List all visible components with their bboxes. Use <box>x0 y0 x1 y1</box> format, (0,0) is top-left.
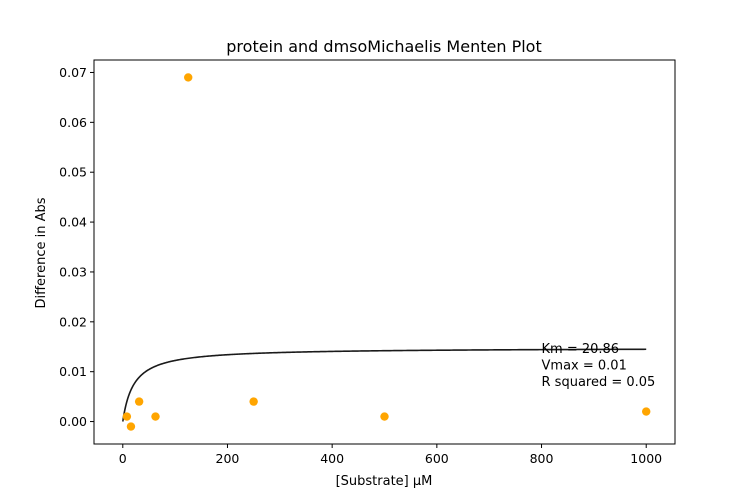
data-point <box>122 412 132 421</box>
fit-annotation-line: Vmax = 0.01 <box>542 359 627 374</box>
x-tick-label: 600 <box>425 451 449 466</box>
fit-annotation-line: Km = 20.86 <box>542 342 620 357</box>
data-point <box>134 397 144 406</box>
y-tick-label: 0.02 <box>59 314 87 329</box>
x-tick-label: 0 <box>119 451 127 466</box>
plot-area: 0 200 400 600 800 1000 0.00 0.01 0.02 0.03 0.04 0.0… <box>59 59 676 466</box>
x-tick-label: 200 <box>216 451 240 466</box>
y-axis-label: Difference in Abs <box>34 197 49 308</box>
chart-title: protein and dmsoMichaelis Menten Plot <box>226 37 541 56</box>
x-tick-label: 400 <box>320 451 344 466</box>
data-point <box>126 422 136 431</box>
data-point <box>151 412 160 421</box>
data-point <box>184 73 193 82</box>
data-point <box>380 412 389 421</box>
plot-frame <box>93 59 676 445</box>
y-tick-label: 0.01 <box>59 364 87 379</box>
y-tick-label: 0.00 <box>59 414 87 429</box>
y-tick-label: 0.03 <box>59 264 87 279</box>
x-tick-label: 1000 <box>630 451 662 466</box>
x-tick-label: 800 <box>530 451 554 466</box>
fit-curve-line <box>121 348 647 422</box>
data-point <box>249 397 258 406</box>
data-point <box>642 407 651 416</box>
y-tick-label: 0.06 <box>59 115 87 130</box>
y-tick-label: 0.04 <box>59 215 87 230</box>
fit-annotation-line: R squared = 0.05 <box>542 375 656 390</box>
y-tick-label: 0.07 <box>59 65 87 80</box>
y-tick-label: 0.05 <box>59 165 87 180</box>
x-axis-label: [Substrate] µM <box>336 474 433 489</box>
